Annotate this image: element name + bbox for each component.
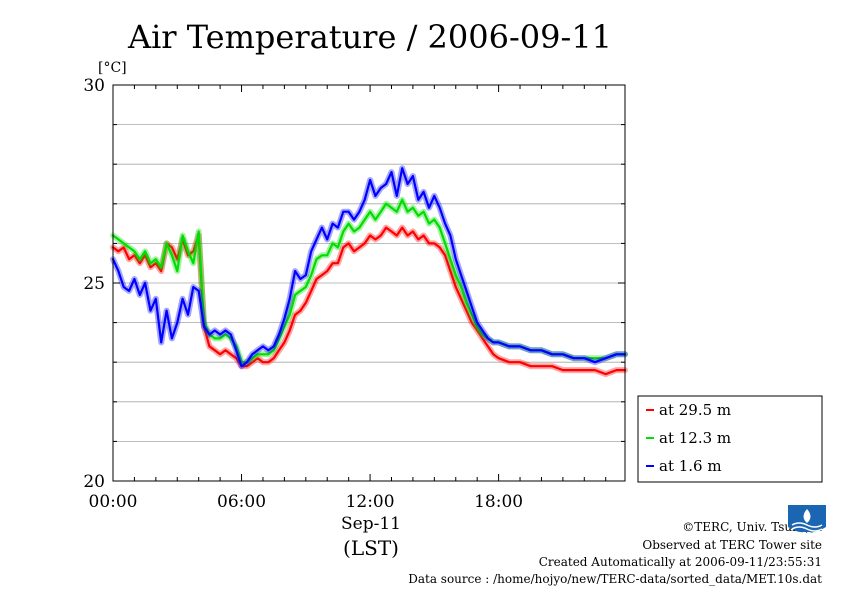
copyright-text: ©TERC, Univ. Tsukuba <box>682 520 822 534</box>
grid-lines <box>113 124 625 442</box>
legend: at 29.5 m at 12.3 m at 1.6 m <box>637 395 823 483</box>
x-tick-label: 18:00 <box>474 492 523 512</box>
series-line <box>111 198 627 364</box>
legend-box <box>637 395 823 483</box>
series-1 <box>110 196 628 366</box>
y-tick-label: 30 <box>83 76 105 96</box>
legend-label: at 29.5 m <box>659 401 731 419</box>
axes: 20 25 30 00:00 06:00 12:00 18:00 <box>83 76 625 512</box>
legend-label: at 12.3 m <box>659 429 731 447</box>
legend-item: at 12.3 m <box>646 429 731 447</box>
x-axis-timezone-label: (LST) <box>343 536 399 560</box>
series-layer <box>110 165 628 378</box>
x-axis-date-label: Sep-11 <box>341 514 401 534</box>
legend-item: at 29.5 m <box>646 401 731 419</box>
series-line <box>111 226 627 376</box>
y-tick-label: 20 <box>83 472 105 492</box>
observed-text: Observed at TERC Tower site <box>642 538 822 552</box>
x-tick-label: 06:00 <box>217 492 266 512</box>
data-source-text: Data source : /home/hojyo/new/TERC-data/… <box>408 572 822 586</box>
legend-item: at 1.6 m <box>646 457 722 475</box>
credits: ©TERC, Univ. Tsukuba Observed at TERC To… <box>408 520 822 586</box>
x-tick-label: 00:00 <box>89 492 138 512</box>
y-axis-unit: [°C] <box>98 60 127 76</box>
svg-text:TERC: TERC <box>797 531 817 539</box>
series-line-band <box>110 165 628 370</box>
chart-title: Air Temperature / 2006-09-11 <box>127 18 612 56</box>
y-tick-label: 25 <box>83 274 105 294</box>
series-line-band <box>110 196 628 366</box>
x-tick-label: 12:00 <box>346 492 395 512</box>
terc-logo-icon: TERC <box>788 505 826 539</box>
series-0 <box>110 224 628 378</box>
created-text: Created Automatically at 2006-09-11/23:5… <box>539 555 822 569</box>
series-2 <box>110 165 628 370</box>
legend-label: at 1.6 m <box>659 457 722 475</box>
series-line <box>111 167 627 368</box>
